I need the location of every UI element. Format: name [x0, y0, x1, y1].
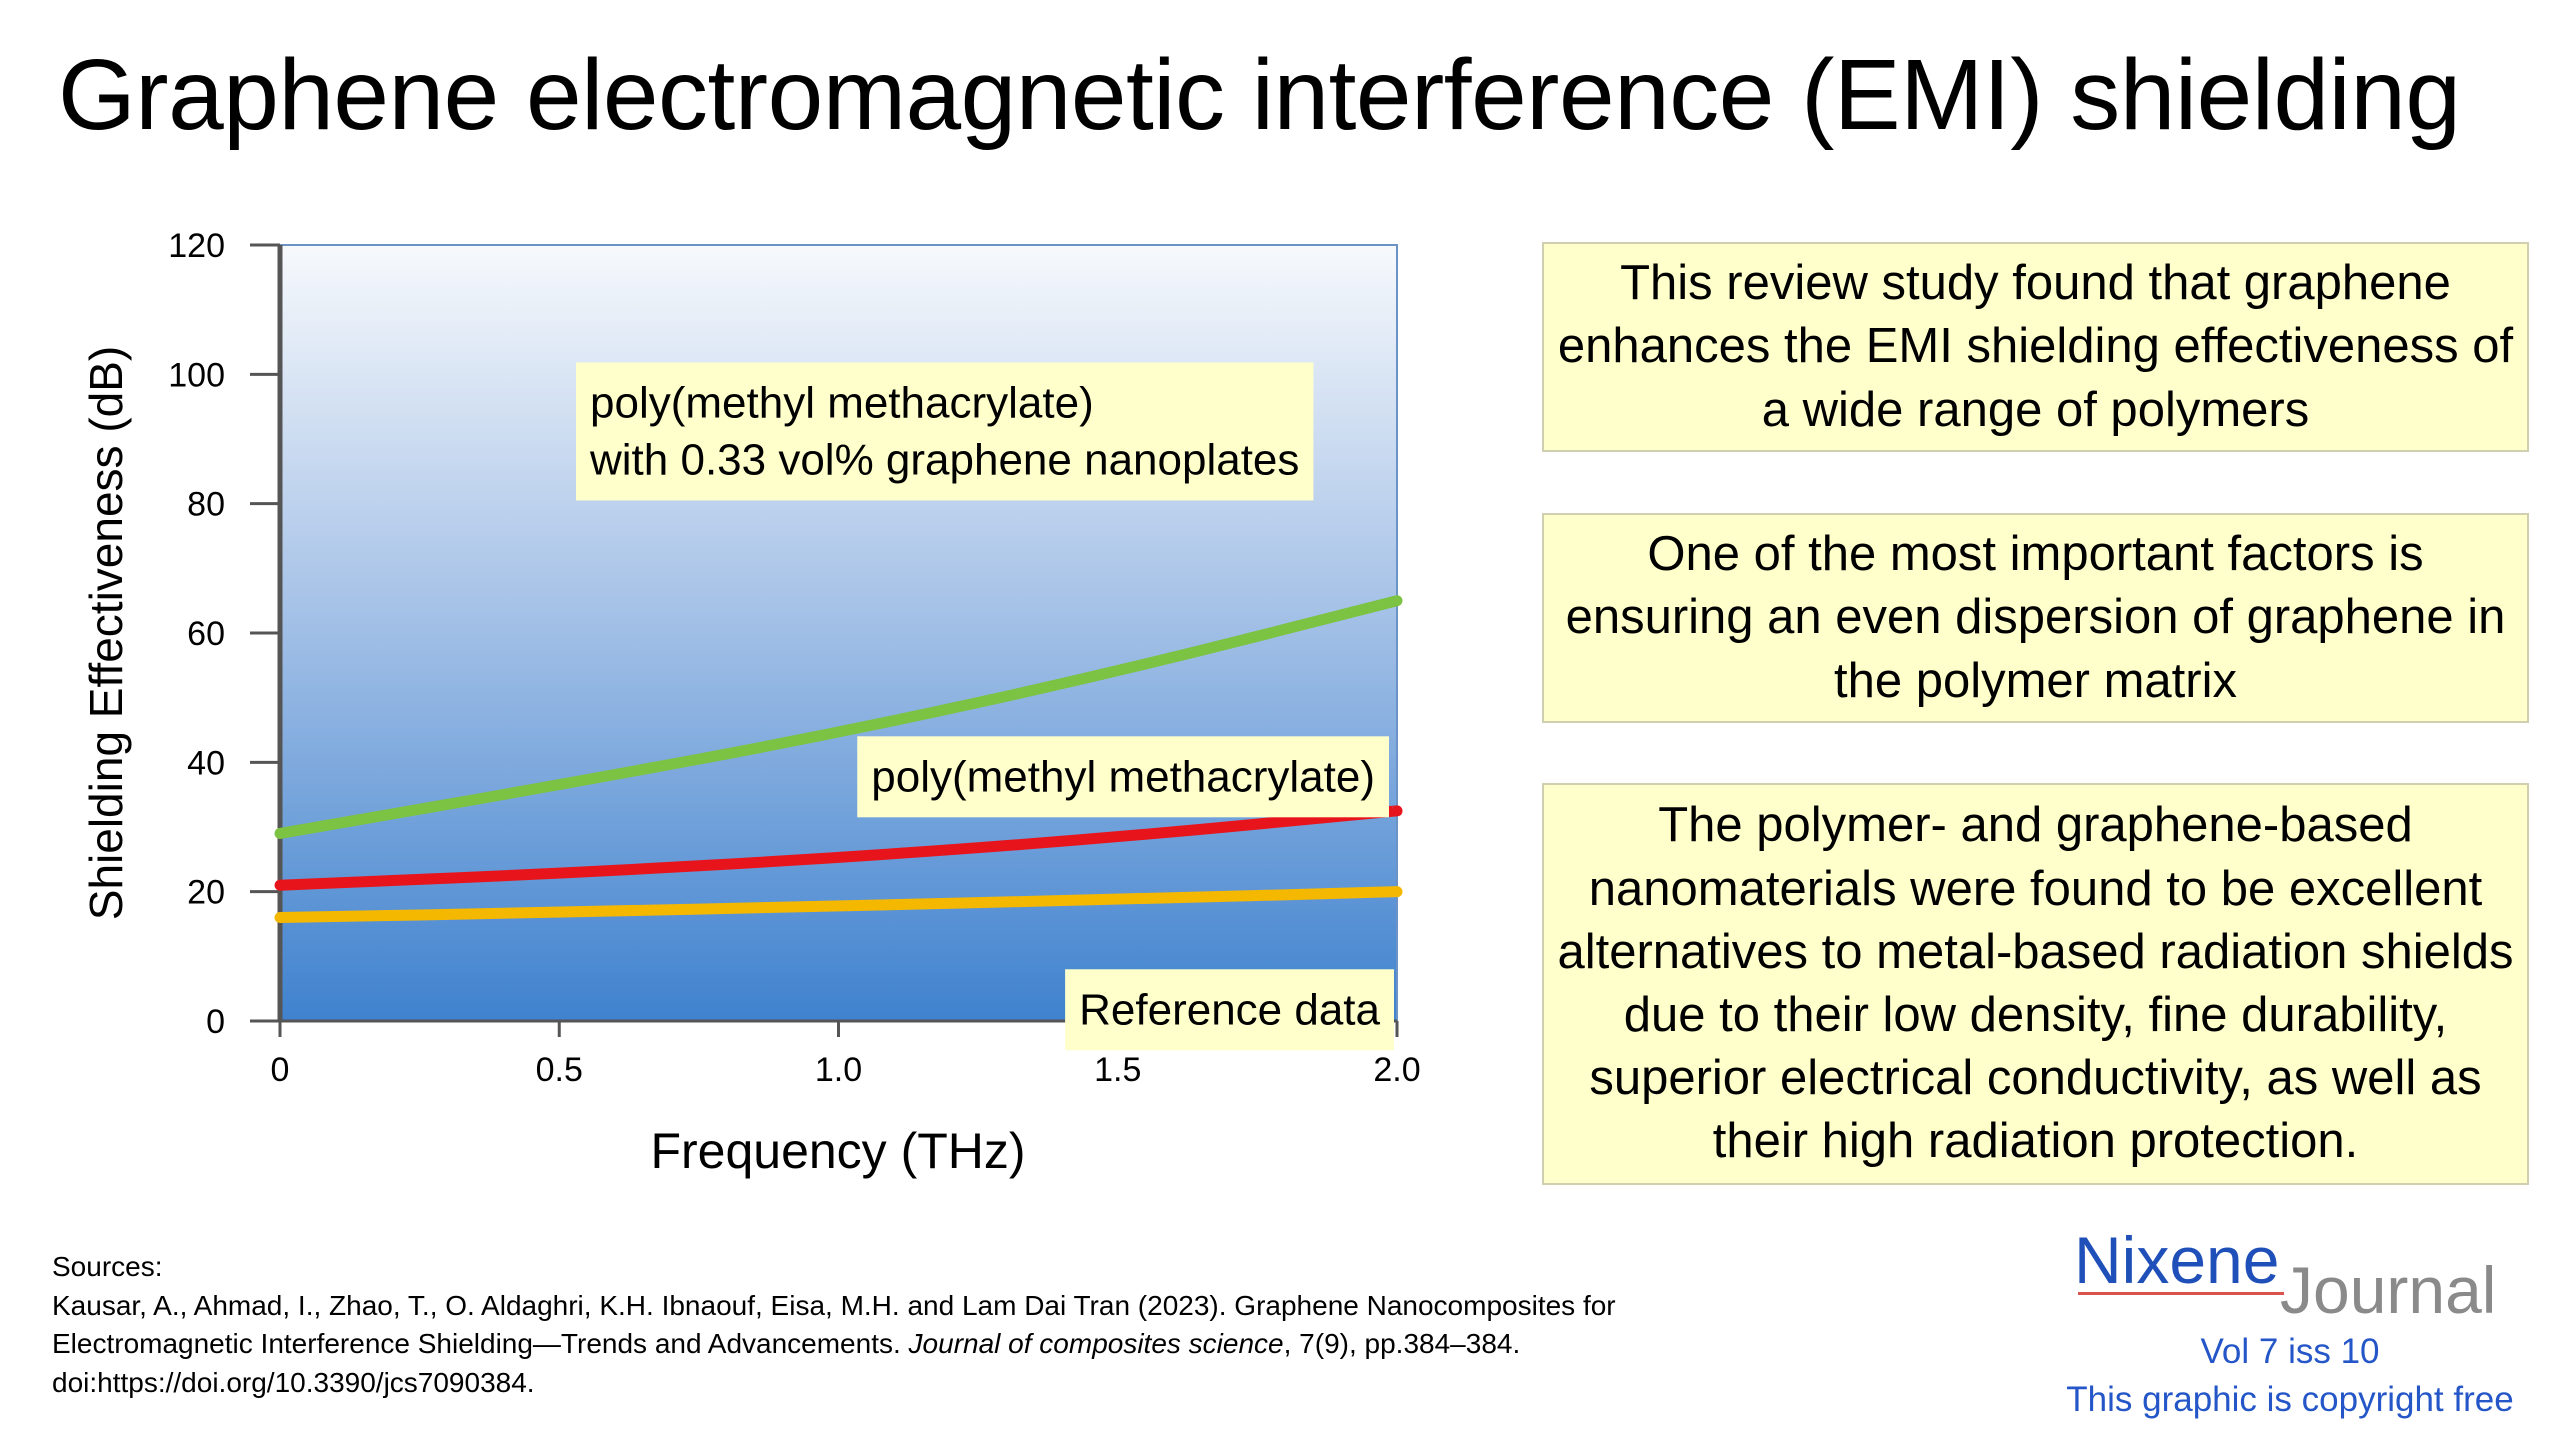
sources-line-2: Electromagnetic Interference Shielding—T… [52, 1325, 1616, 1364]
series-line [274, 805, 1403, 891]
nixene-journal-logo: Nixene Journal [2070, 1222, 2510, 1327]
y-tick-label: 20 [187, 874, 225, 912]
series-line [274, 886, 1403, 924]
logo-underline [2078, 1292, 2284, 1295]
y-axis-label: Shielding Effectiveness (dB) [80, 346, 132, 920]
y-tick-label: 0 [206, 1003, 225, 1041]
page-title: Graphene electromagnetic interference (E… [58, 39, 2461, 151]
sources-line-1: Kausar, A., Ahmad, I., Zhao, T., O. Alda… [52, 1289, 1616, 1321]
series-line [274, 595, 1403, 839]
x-tick-label: 1.5 [1094, 1051, 1141, 1089]
finding-text-3: The polymer- and graphene-based nanomate… [1557, 798, 2514, 1169]
sources-doi: doi:https://doi.org/10.3390/jcs7090384. [52, 1366, 535, 1398]
series-label: poly(methyl methacrylate) with 0.33 vol% … [576, 362, 1314, 501]
sources-line-2-pre: Electromagnetic Interference Shielding—T… [52, 1328, 909, 1360]
series-label-text: with 0.33 vol% graphene nanoplates [589, 435, 1299, 484]
series-label-box [576, 362, 1314, 501]
series-label-box [857, 736, 1389, 818]
copyright-note: This graphic is copyright free [2066, 1379, 2514, 1419]
volume-issue: Vol 7 iss 10 [2200, 1332, 2380, 1371]
finding-box-2: One of the most important factors is ens… [1542, 513, 2529, 723]
series-label-text: poly(methyl methacrylate) [590, 378, 1094, 427]
logo-brand: Nixene [2074, 1223, 2280, 1297]
finding-box-3: The polymer- and graphene-based nanomate… [1542, 783, 2529, 1185]
y-tick-label: 60 [187, 615, 225, 653]
series-label-text: Reference data [1079, 985, 1380, 1034]
x-tick-label: 1.0 [815, 1051, 862, 1089]
y-tick-label: 100 [168, 356, 225, 394]
sources-block: Sources: Kausar, A., Ahmad, I., Zhao, T.… [52, 1248, 1616, 1403]
series-label: Reference data [1065, 969, 1394, 1051]
y-tick-label: 40 [187, 744, 225, 782]
finding-text-1: This review study found that graphene en… [1557, 256, 2514, 437]
series-label-text: poly(methyl methacrylate) [871, 752, 1375, 801]
y-tick-label: 120 [168, 227, 225, 265]
footer: Vol 7 iss 10 This graphic is copyright f… [1990, 1328, 2560, 1423]
sources-journal: Journal of composites science [908, 1328, 1284, 1360]
x-tick-label: 0.5 [536, 1051, 583, 1089]
x-axis-label: Frequency (THz) [650, 1123, 1025, 1179]
y-tick-label: 80 [187, 486, 225, 524]
series-label-box [1065, 969, 1394, 1051]
logo-journal-word: Journal [2280, 1253, 2497, 1327]
finding-box-1: This review study found that graphene en… [1542, 242, 2529, 452]
sources-heading: Sources: [52, 1251, 163, 1282]
shielding-chart: 0 20 40 60 80 100 120 0 0.5 1.0 1.5 2.0 Reference d… [80, 227, 1420, 1179]
sources-line-2-post: , 7(9), pp.384–384. [1283, 1328, 1521, 1360]
series-label: poly(methyl methacrylate) [857, 736, 1389, 818]
x-tick-label: 2.0 [1373, 1051, 1420, 1089]
finding-text-2: One of the most important factors is ens… [1565, 527, 2506, 708]
x-tick-label: 0 [271, 1051, 290, 1089]
